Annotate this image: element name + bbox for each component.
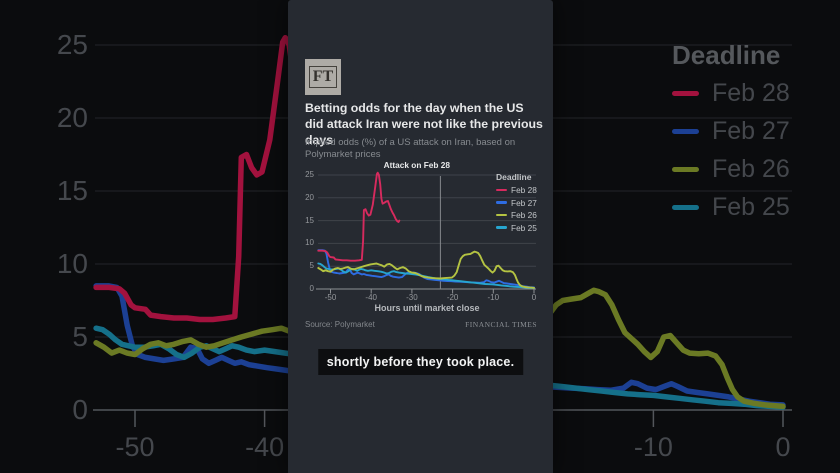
legend-item: Feb 27 (672, 117, 790, 146)
legend-title: Deadline (496, 172, 532, 182)
subtitle-caption: shortly before they took place. (317, 349, 524, 375)
axis-tick-label: 0 (72, 394, 88, 425)
axis-tick-label: 20 (305, 192, 314, 202)
axis-tick-label: 25 (305, 170, 314, 179)
legend-item: Feb 26 (496, 210, 537, 220)
ft-logo-letters: FT (308, 66, 338, 88)
chart-subtitle: Implied odds (%) of a US attack on Iran,… (305, 137, 516, 160)
axis-tick-label: 10 (305, 238, 314, 248)
legend-label: Feb 26 (511, 210, 537, 220)
axis-tick-label: -40 (365, 293, 377, 302)
legend-item: Feb 25 (672, 193, 790, 222)
axis-tick-label: 5 (72, 321, 88, 352)
axis-tick-label: 25 (56, 29, 88, 60)
legend-color-dash (496, 201, 507, 204)
legend-title: Deadline (672, 40, 781, 70)
legend-color-dash (496, 213, 507, 217)
legend-item: Feb 26 (672, 155, 790, 184)
axis-tick-label: 0 (775, 432, 791, 462)
legend-color-dash (672, 205, 699, 210)
legend-color-dash (496, 188, 507, 192)
axis-tick-label: 15 (56, 175, 88, 206)
legend-label: Feb 27 (712, 117, 790, 145)
chart-title: Betting odds for the day when the US did… (305, 101, 543, 147)
source-row: Source: Polymarket FINANCIAL TIMES (305, 320, 537, 329)
chart-card: FT Betting odds for the day when the US … (288, 0, 553, 473)
axis-tick-label: -20 (446, 293, 459, 302)
legend-item: Feb 28 (496, 185, 537, 195)
legend-label: Feb 28 (511, 185, 537, 195)
annotation-text: Attack on Feb 28 (383, 160, 450, 170)
axis-tick-label: -50 (324, 293, 337, 302)
ft-brand: FINANCIAL TIMES (465, 320, 537, 329)
axis-tick-label: 10 (56, 248, 88, 279)
x-axis-title: Hours until market close (374, 303, 480, 313)
ft-logo: FT (305, 59, 341, 95)
axis-tick-label: -50 (115, 432, 155, 462)
main-legend: Deadline Feb 28 Feb 27 Feb 26 Feb 25 (496, 172, 537, 235)
legend-color-dash (672, 91, 699, 96)
axis-tick-label: -30 (406, 293, 418, 302)
axis-tick-label: 15 (305, 215, 314, 225)
legend-label: Feb 28 (712, 79, 790, 107)
caption-text: shortly before they took place. (326, 355, 515, 369)
axis-tick-label: 0 (309, 284, 314, 293)
axis-tick-label: 5 (309, 261, 314, 271)
axis-tick-label: -40 (245, 432, 285, 462)
legend-color-dash (672, 129, 699, 134)
axis-tick-label: 0 (531, 293, 537, 302)
legend-item: Feb 27 (496, 198, 537, 208)
axis-tick-label: -10 (633, 432, 673, 462)
legend-color-dash (496, 226, 507, 229)
axis-tick-label: -10 (487, 293, 500, 302)
legend-item: Feb 28 (672, 79, 790, 108)
legend-label: Feb 26 (712, 155, 790, 183)
source-note: Source: Polymarket (305, 320, 375, 329)
legend-label: Feb 25 (712, 193, 790, 221)
legend-color-dash (672, 167, 699, 172)
main-chart-canvas (316, 171, 536, 294)
legend-label: Feb 25 (511, 222, 537, 233)
legend-label: Feb 27 (511, 197, 537, 208)
legend-item: Feb 25 (496, 223, 537, 233)
axis-tick-label: 20 (56, 102, 88, 133)
background-legend: Deadline Feb 28 Feb 27 Feb 26 Feb 25 (672, 40, 790, 231)
main-chart: 0 5 10 15 20 25 -50 -40 -30 -20 -10 0 Attack on Feb… (288, 0, 553, 473)
